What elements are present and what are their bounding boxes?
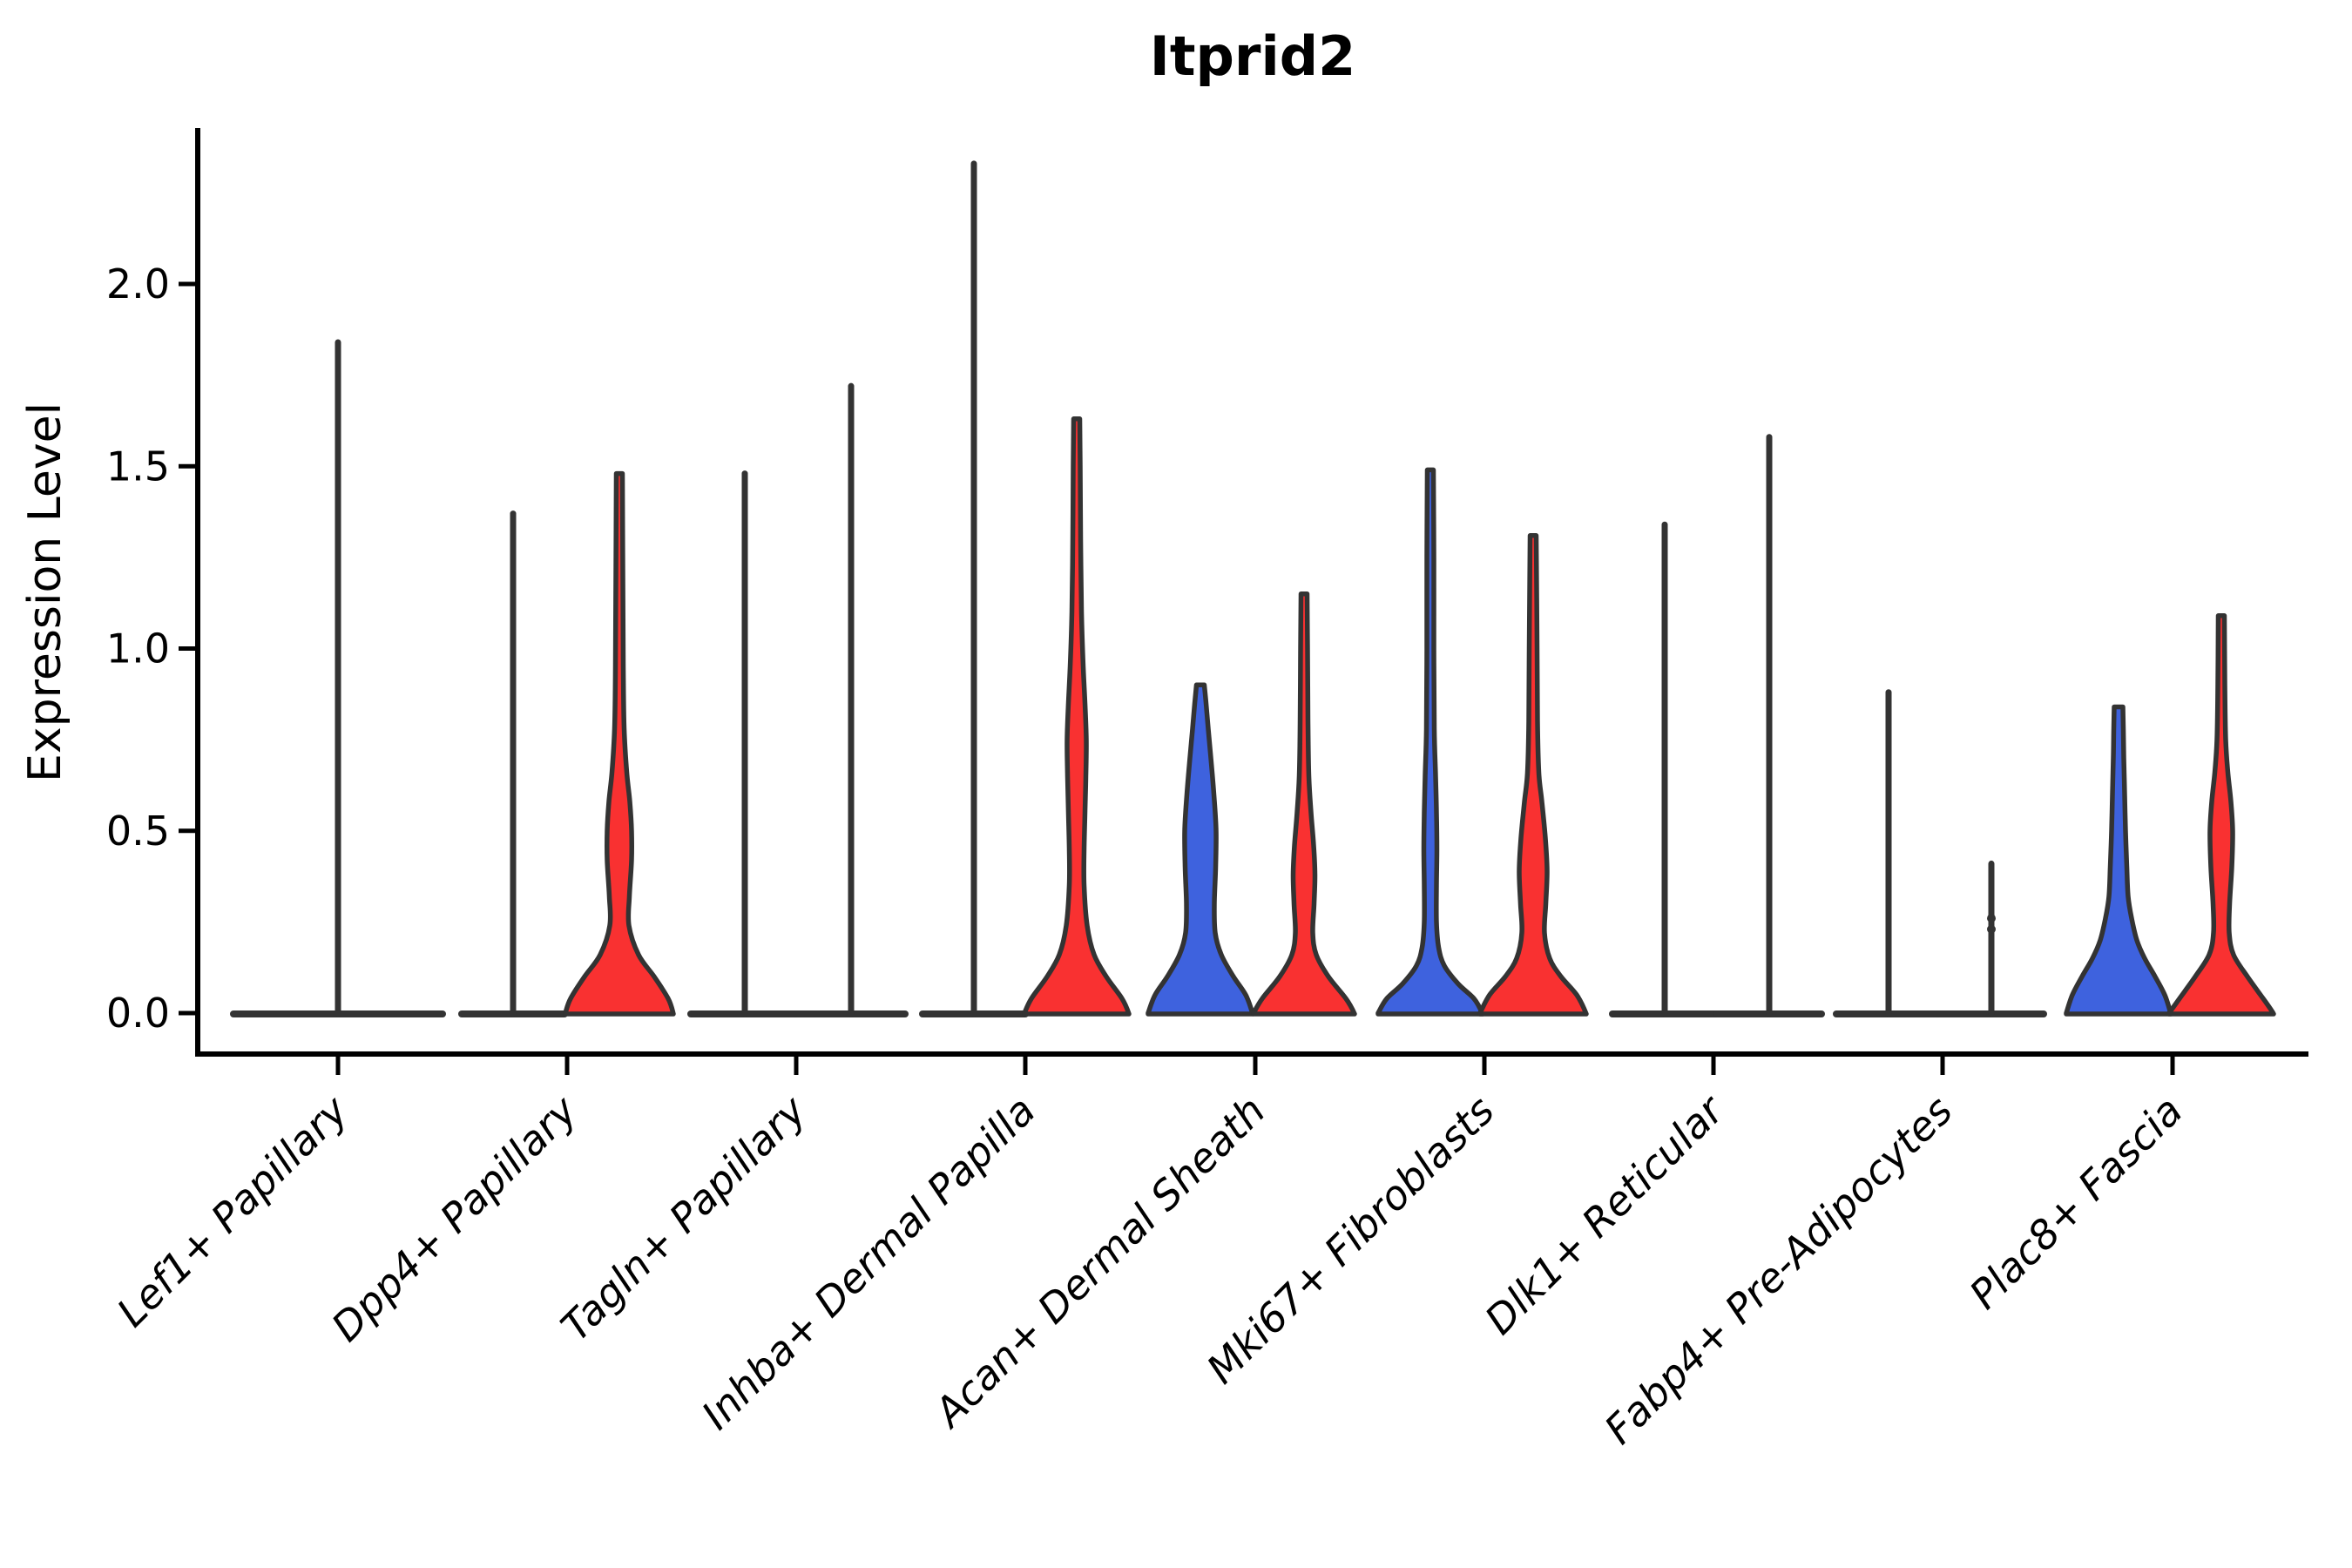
chart-title: Itprid2 (1149, 24, 1356, 88)
y-tick-label: 0.5 (106, 808, 170, 855)
x-tick-label-dlk1-reticular: Dlk1+ Reticular (1476, 1085, 1734, 1343)
violin-plac8-fascia-red (2166, 613, 2276, 1017)
violin-mki67-fibroblasts-blue (1375, 467, 1485, 1017)
y-tick-label: 2.0 (106, 260, 170, 308)
x-tick-label-plac8-fascia: Plac8+ Fascia (1960, 1087, 2191, 1318)
x-tick-label-tagln-papillary: Tagln+ Papillary (551, 1086, 815, 1350)
violin-fabp4-pre-adipocytes-red-point (1987, 914, 1996, 923)
violin-inhba-dermal-papilla-red (1022, 416, 1132, 1017)
violin-acan-dermal-sheath-blue (1146, 682, 1255, 1017)
violin-fabp4-pre-adipocytes-red-point (1987, 924, 1996, 934)
x-tick-label-lef1-papillary: Lef1+ Papillary (108, 1086, 357, 1335)
violin-dpp4-papillary-red (563, 470, 676, 1017)
violin-plac8-fascia-blue (2064, 704, 2173, 1017)
violin-acan-dermal-sheath-red (1251, 591, 1357, 1017)
y-tick-label: 1.5 (106, 443, 170, 490)
violin-mki67-fibroblasts-red (1477, 533, 1589, 1017)
x-tick-label-dpp4-papillary: Dpp4+ Papillary (322, 1086, 586, 1350)
y-tick-label: 1.0 (106, 625, 170, 672)
y-tick-label: 0.0 (106, 990, 170, 1037)
